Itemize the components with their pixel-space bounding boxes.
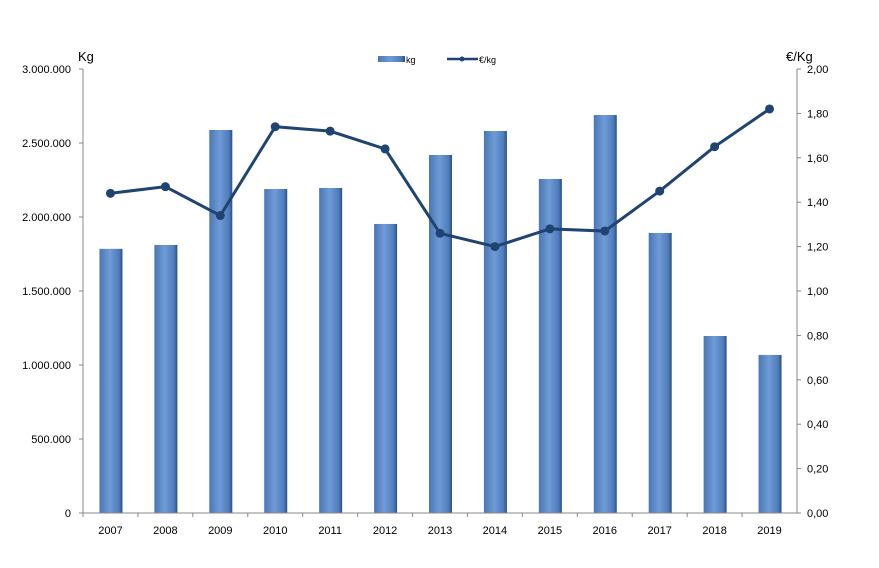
- bar-2007: [99, 248, 123, 513]
- x-tick-label: 2009: [208, 525, 232, 537]
- axes: 0 500.000 1.000.000 1.500.000 2.000.000 2.500…: [22, 64, 828, 537]
- point-2016: [600, 226, 610, 236]
- y-right-tick-label: 0,80: [807, 330, 828, 342]
- y-right-tick-label: 1,40: [807, 197, 828, 209]
- point-2013: [435, 228, 445, 238]
- bar-2011: [319, 187, 343, 513]
- y-left-tick-label: 2.000.000: [22, 212, 71, 224]
- x-tick-label: 2011: [318, 525, 342, 537]
- y-right-tick-label: 0,60: [807, 375, 828, 387]
- y-right-tick-label: 1,00: [807, 286, 828, 298]
- y-right-tick-label: 1,80: [807, 108, 828, 120]
- y-right-tick-label: 1,60: [807, 153, 828, 165]
- y-left-tick-label: 1.500.000: [22, 286, 71, 298]
- y-right-tick-label: 0,00: [807, 508, 828, 520]
- x-tick-label: 2010: [263, 525, 287, 537]
- legend: kg €/kg: [378, 55, 496, 65]
- point-2018: [710, 142, 720, 152]
- y-left-tick-label: 0: [65, 508, 71, 520]
- bars: [99, 115, 782, 514]
- x-tick-label: 2017: [647, 525, 671, 537]
- x-tick-label: 2012: [373, 525, 397, 537]
- x-tick-label: 2016: [593, 525, 617, 537]
- point-2011: [325, 126, 335, 136]
- y-left-tick-label: 500.000: [31, 434, 71, 446]
- bar-2010: [264, 189, 288, 513]
- y-axis-left-label: Kg: [78, 49, 94, 64]
- legend-swatch-kg: [378, 56, 405, 62]
- line-series: [105, 104, 775, 252]
- y-left-tick-label: 2.500.000: [22, 138, 71, 150]
- legend-marker: [459, 56, 465, 62]
- legend-label-eur-kg: €/kg: [479, 55, 496, 65]
- bar-2009: [209, 129, 233, 513]
- bar-2018: [703, 335, 727, 513]
- y-right-tick-label: 0,40: [807, 419, 828, 431]
- y-left-tick-label: 3.000.000: [22, 64, 71, 76]
- point-2010: [270, 122, 280, 132]
- bar-2013: [429, 154, 452, 513]
- bar-2008: [154, 244, 178, 514]
- x-tick-label: 2007: [98, 525, 122, 537]
- bar-2019: [758, 354, 782, 513]
- bar-2014: [483, 131, 507, 513]
- bar-2015: [538, 178, 562, 514]
- point-2007: [105, 188, 115, 198]
- x-tick-label: 2015: [538, 525, 562, 537]
- y-right-tick-label: 2,00: [807, 64, 828, 76]
- y-right-tick-label: 0,20: [807, 464, 828, 476]
- y-left-tick-label: 1.000.000: [22, 360, 71, 372]
- point-2012: [380, 144, 390, 154]
- point-2014: [490, 242, 500, 252]
- bar-2016: [593, 115, 617, 513]
- bar-2012: [374, 223, 398, 513]
- point-2019: [765, 104, 775, 114]
- y-axis-right-label: €/Kg: [786, 49, 813, 64]
- y-right-tick-label: 1,20: [807, 242, 828, 254]
- x-tick-label: 2013: [428, 525, 452, 537]
- x-tick-label: 2014: [483, 525, 507, 537]
- x-tick-label: 2018: [702, 525, 726, 537]
- point-2009: [215, 211, 225, 221]
- bar-2017: [648, 232, 672, 513]
- point-2008: [160, 182, 170, 192]
- point-2017: [655, 186, 665, 196]
- x-tick-label: 2019: [757, 525, 781, 537]
- point-2015: [545, 224, 555, 234]
- legend-label-kg: kg: [406, 55, 416, 65]
- x-tick-label: 2008: [153, 525, 177, 537]
